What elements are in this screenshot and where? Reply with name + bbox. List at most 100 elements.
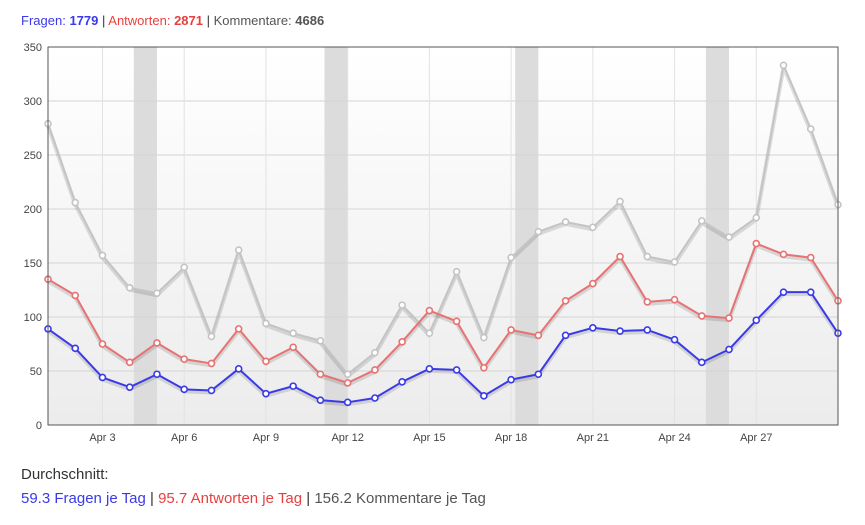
weekend-band [324, 47, 348, 425]
data-point-antworten [480, 363, 488, 372]
y-tick-label: 350 [24, 42, 42, 54]
data-point-fragen [589, 323, 597, 332]
data-point-antworten [125, 358, 134, 367]
data-point-kommentare [98, 251, 107, 260]
data-point-fragen [752, 316, 761, 325]
data-point-fragen [507, 375, 515, 384]
kommentare-total-value: 4686 [295, 13, 325, 28]
data-point-antworten [806, 253, 815, 262]
antworten-total-value: 2871 [174, 13, 203, 28]
data-point-fragen [561, 331, 570, 340]
data-point-fragen [371, 394, 379, 402]
x-tick-label: Apr 18 [495, 432, 527, 444]
y-tick-label: 50 [30, 366, 42, 378]
data-point-antworten [371, 366, 379, 374]
separator: | [306, 490, 311, 507]
series-line-kommentare [47, 64, 839, 376]
x-tick-label: Apr 12 [331, 432, 363, 444]
data-point-antworten [180, 355, 189, 363]
data-point-kommentare [561, 218, 570, 226]
kommentare-average: 156.2 Kommentare je Tag [314, 490, 486, 507]
data-point-antworten [425, 306, 434, 315]
separator: | [206, 13, 210, 28]
data-point-fragen [98, 373, 107, 382]
y-tick-label: 0 [36, 420, 42, 432]
fragen-average: 59.3 Fragen je Tag [21, 490, 146, 507]
data-point-antworten [262, 357, 270, 366]
data-point-antworten [398, 338, 406, 346]
data-point-kommentare [779, 61, 788, 70]
separator: | [149, 490, 154, 507]
kommentare-total-label: Kommentare: [213, 13, 292, 28]
data-point-fragen [398, 377, 406, 386]
weekend-band [133, 47, 157, 425]
data-point-kommentare [725, 233, 733, 241]
data-point-fragen [452, 366, 461, 374]
y-tick-label: 100 [24, 312, 42, 324]
data-point-antworten [153, 339, 161, 347]
totals-summary: Fragen: 1779 | Antworten: 2871 | Komment… [21, 13, 324, 28]
data-point-fragen [779, 288, 788, 296]
data-point-fragen [289, 382, 297, 390]
x-tick-label: Apr 3 [89, 432, 115, 444]
activity-line-chart: 0 50 100 150 200 250 300 350 Apr 3 Apr 6 Apr 9 Apr… [24, 42, 842, 444]
data-point-antworten [561, 296, 570, 305]
y-tick-label: 150 [24, 258, 42, 270]
antworten-total-label: Antworten: [108, 13, 171, 28]
data-point-fragen [207, 386, 216, 395]
series-shadow-fragen [46, 292, 840, 407]
data-point-kommentare [207, 332, 216, 341]
data-point-antworten [643, 298, 652, 306]
data-point-fragen [425, 365, 434, 373]
data-point-antworten [589, 279, 597, 288]
data-point-kommentare [643, 252, 652, 261]
data-point-antworten [779, 250, 788, 259]
data-point-fragen [806, 288, 815, 296]
x-tick-label: Apr 21 [577, 432, 609, 444]
data-point-kommentare [125, 284, 134, 292]
data-point-antworten [507, 326, 515, 334]
data-point-antworten [316, 370, 325, 379]
x-tick-label: Apr 24 [658, 432, 690, 444]
data-point-kommentare [752, 213, 761, 222]
fragen-total-value: 1779 [69, 13, 99, 28]
data-point-kommentare [670, 258, 679, 266]
x-tick-label: Apr 27 [740, 432, 772, 444]
data-point-antworten [752, 239, 761, 248]
antworten-average: 95.7 Antworten je Tag [158, 490, 303, 507]
data-point-antworten [616, 252, 624, 261]
data-point-kommentare [71, 198, 80, 207]
fragen-total-label: Fragen: [21, 13, 66, 28]
x-tick-label: Apr 9 [253, 432, 279, 444]
data-point-kommentare [371, 348, 379, 357]
data-point-kommentare [697, 217, 706, 225]
data-point-antworten [697, 312, 706, 320]
separator: | [101, 13, 106, 28]
data-point-kommentare [425, 329, 434, 338]
averages-summary: 59.3 Fragen je Tag | 95.7 Antworten je T… [21, 490, 486, 507]
x-tick-label: Apr 6 [171, 432, 197, 444]
data-point-fragen [125, 383, 134, 392]
data-point-kommentare [289, 329, 297, 338]
data-point-antworten [670, 295, 679, 304]
data-point-fragen [180, 385, 189, 394]
data-point-antworten [234, 325, 243, 333]
data-point-antworten [71, 291, 80, 300]
data-point-fragen [480, 392, 488, 400]
data-point-kommentare [316, 336, 325, 345]
data-point-antworten [289, 343, 297, 352]
data-point-fragen [670, 335, 679, 344]
data-point-fragen [725, 345, 733, 354]
data-point-kommentare [343, 370, 352, 379]
data-point-antworten [725, 314, 733, 322]
data-point-kommentare [616, 197, 624, 206]
data-point-antworten [452, 317, 461, 326]
data-point-fragen [534, 370, 543, 379]
data-point-fragen [316, 396, 325, 404]
data-point-antworten [534, 331, 543, 340]
data-point-kommentare [180, 263, 189, 272]
x-tick-label: Apr 15 [413, 432, 445, 444]
data-point-antworten [343, 379, 352, 387]
data-point-kommentare [452, 267, 461, 276]
series-line-antworten [47, 242, 839, 384]
